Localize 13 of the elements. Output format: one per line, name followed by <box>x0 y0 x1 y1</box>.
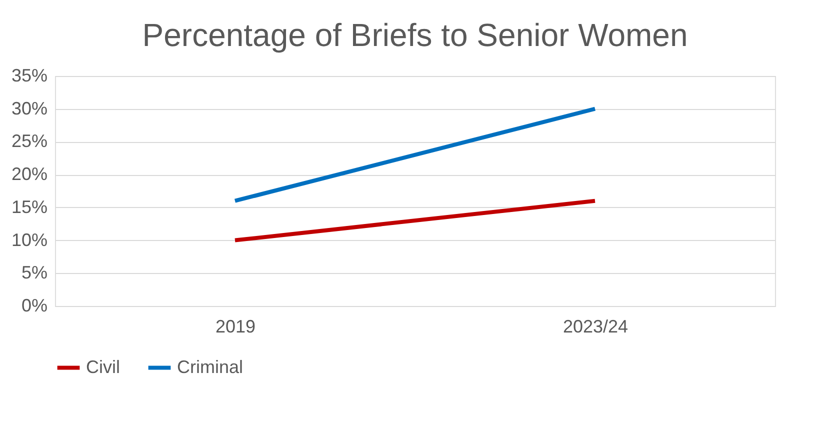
y-tick-label: 35% <box>11 66 48 86</box>
y-tick-label: 25% <box>11 131 48 152</box>
x-tick-label: 2023/24 <box>562 316 628 336</box>
y-tick-label: 5% <box>21 262 48 283</box>
chart-title: Percentage of Briefs to Senior Women <box>142 17 688 53</box>
y-tick-label: 30% <box>11 98 48 118</box>
y-tick-label: 0% <box>21 296 48 316</box>
legend-label: Criminal <box>177 356 244 377</box>
y-tick-label: 15% <box>11 196 48 217</box>
y-tick-label: 20% <box>11 164 48 184</box>
y-tick-label: 10% <box>11 230 48 250</box>
legend-label: Civil <box>86 356 120 377</box>
x-tick-label: 2019 <box>215 316 256 336</box>
